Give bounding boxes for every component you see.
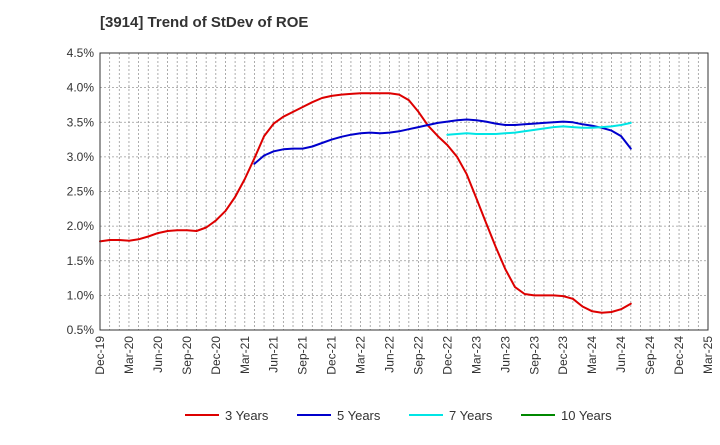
- y-tick-label: 4.0%: [67, 81, 95, 95]
- x-tick-label: Jun-23: [498, 336, 512, 373]
- x-tick-label: Sep-21: [296, 336, 310, 375]
- x-tick-label: Dec-24: [672, 336, 686, 375]
- x-tick-label: Sep-20: [180, 336, 194, 375]
- x-tick-label: Sep-24: [643, 336, 657, 375]
- y-tick-label: 3.5%: [67, 115, 95, 129]
- x-tick-label: Sep-23: [527, 336, 541, 375]
- x-tick-label: Mar-22: [354, 336, 368, 374]
- x-tick-label: Dec-19: [93, 336, 107, 375]
- x-axis-tick-labels: Dec-19 Mar-20 Jun-20 Sep-20 Dec-20 Mar-21 Jun-…: [93, 336, 715, 375]
- x-tick-label: Jun-20: [151, 336, 165, 373]
- x-tick-label: Mar-24: [585, 336, 599, 374]
- y-tick-label: 1.0%: [67, 288, 95, 302]
- series-line: [446, 121, 632, 136]
- y-tick-label: 3.0%: [67, 150, 95, 164]
- y-tick-label: 1.5%: [67, 254, 95, 268]
- chart-title: [3914] Trend of StDev of ROE: [100, 14, 308, 31]
- x-tick-label: Dec-20: [209, 336, 223, 375]
- plot-area-frame: [99, 52, 709, 331]
- x-tick-label: Dec-21: [325, 336, 339, 375]
- grid: [100, 53, 708, 330]
- legend-label: 5 Years: [337, 408, 381, 423]
- legend: 3 Years 5 Years 7 Years 10 Years: [185, 408, 612, 423]
- x-tick-label: Sep-22: [411, 336, 425, 375]
- series-line: [253, 118, 632, 165]
- x-tick-label: Mar-25: [701, 336, 715, 374]
- y-tick-label: 2.5%: [67, 185, 95, 199]
- x-tick-label: Mar-21: [238, 336, 252, 374]
- x-tick-label: Dec-22: [440, 336, 454, 375]
- x-tick-label: Jun-21: [267, 336, 281, 373]
- y-tick-label: 0.5%: [67, 323, 95, 337]
- series-line: [99, 92, 632, 314]
- legend-label: 10 Years: [561, 408, 612, 423]
- legend-label: 3 Years: [225, 408, 269, 423]
- y-tick-label: 4.5%: [67, 46, 95, 60]
- y-tick-label: 2.0%: [67, 219, 95, 233]
- x-tick-label: Mar-23: [469, 336, 483, 374]
- legend-label: 7 Years: [449, 408, 493, 423]
- x-tick-label: Dec-23: [556, 336, 570, 375]
- series-lines: [99, 92, 632, 314]
- y-axis-tick-labels: 0.5% 1.0% 1.5% 2.0% 2.5% 3.0% 3.5% 4.0% 4.5%: [67, 46, 95, 337]
- x-tick-label: Mar-20: [122, 336, 136, 374]
- x-tick-label: Jun-24: [614, 336, 628, 373]
- x-tick-label: Jun-22: [383, 336, 397, 373]
